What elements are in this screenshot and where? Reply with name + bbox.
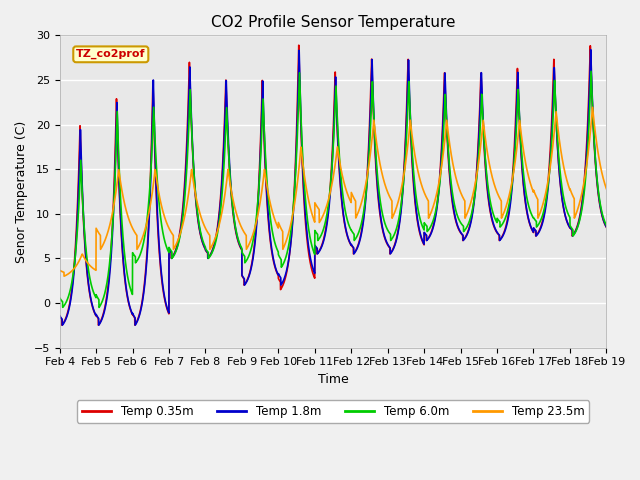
Temp 6.0m <box>154 188 162 193</box>
Temp 0.35m <box>602 224 610 230</box>
Temp 6.0m <box>313 230 321 236</box>
Temp 1.8m <box>313 245 321 251</box>
Temp 23.5m <box>589 104 596 110</box>
Temp 0.35m <box>154 229 162 235</box>
Temp 1.8m <box>456 228 463 233</box>
Temp 0.35m <box>602 224 610 229</box>
Temp 23.5m <box>154 186 162 192</box>
Temp 6.0m <box>95 305 103 311</box>
Temp 1.8m <box>58 322 66 328</box>
Temp 0.35m <box>313 245 321 251</box>
Temp 23.5m <box>602 186 610 192</box>
Temp 1.8m <box>602 224 610 230</box>
Temp 6.0m <box>56 295 63 301</box>
Temp 0.35m <box>56 313 63 319</box>
Y-axis label: Senor Temperature (C): Senor Temperature (C) <box>15 120 28 263</box>
Temp 0.35m <box>295 42 303 48</box>
Temp 23.5m <box>456 187 463 192</box>
Line: Temp 6.0m: Temp 6.0m <box>60 72 606 308</box>
Temp 1.8m <box>587 47 595 52</box>
Temp 23.5m <box>60 273 68 279</box>
Temp 6.0m <box>426 226 433 232</box>
Title: CO2 Profile Sensor Temperature: CO2 Profile Sensor Temperature <box>211 15 455 30</box>
Temp 6.0m <box>602 221 610 227</box>
Legend: Temp 0.35m, Temp 1.8m, Temp 6.0m, Temp 23.5m: Temp 0.35m, Temp 1.8m, Temp 6.0m, Temp 2… <box>77 400 589 423</box>
Line: Temp 23.5m: Temp 23.5m <box>60 107 606 276</box>
Temp 6.0m <box>602 222 610 228</box>
Temp 23.5m <box>602 184 610 190</box>
Temp 1.8m <box>486 209 494 215</box>
Text: TZ_co2prof: TZ_co2prof <box>76 49 145 60</box>
Temp 23.5m <box>313 203 321 209</box>
Temp 1.8m <box>154 223 162 228</box>
Temp 6.0m <box>486 200 494 206</box>
Temp 23.5m <box>486 167 494 173</box>
X-axis label: Time: Time <box>317 373 348 386</box>
Temp 6.0m <box>456 218 463 224</box>
Temp 0.35m <box>456 228 463 234</box>
Temp 0.35m <box>487 211 495 217</box>
Line: Temp 1.8m: Temp 1.8m <box>60 49 606 325</box>
Line: Temp 0.35m: Temp 0.35m <box>60 45 606 325</box>
Temp 1.8m <box>56 313 63 319</box>
Temp 23.5m <box>56 267 63 273</box>
Temp 6.0m <box>588 69 595 74</box>
Temp 1.8m <box>426 234 433 240</box>
Temp 0.35m <box>426 233 433 239</box>
Temp 23.5m <box>426 214 433 219</box>
Temp 1.8m <box>602 223 610 229</box>
Temp 0.35m <box>58 322 66 328</box>
